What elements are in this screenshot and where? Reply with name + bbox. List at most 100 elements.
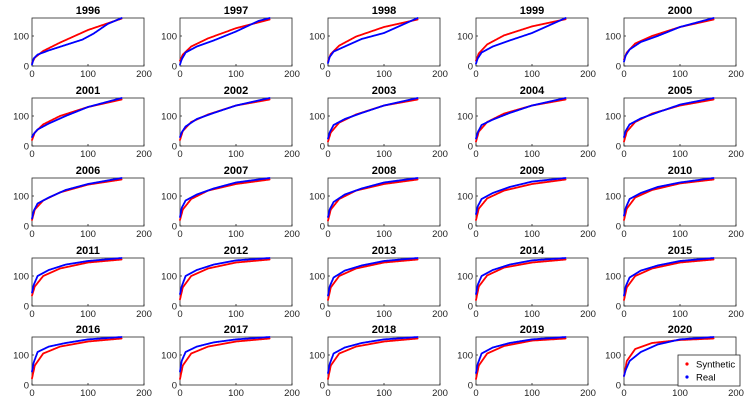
x-tick-label: 0	[177, 149, 182, 160]
panel-1996: 1996 0 100 200 0 100	[13, 5, 152, 80]
plot-area	[31, 257, 145, 307]
x-tick-label: 0	[621, 149, 626, 160]
plot-area	[31, 336, 145, 386]
x-tick-label: 0	[473, 229, 478, 240]
series-line-real	[327, 177, 419, 218]
series-line-real	[327, 336, 419, 374]
panel-title: 2000	[668, 5, 692, 17]
panel-title: 2014	[520, 245, 545, 257]
series-line-real	[623, 257, 715, 297]
panel-title: 2007	[224, 165, 248, 177]
series-line-real	[475, 97, 567, 140]
panel-2015: 2015 0 100 200 0 100	[605, 245, 744, 320]
y-tick-label: 100	[13, 112, 29, 123]
y-tick-label: 0	[24, 381, 29, 392]
x-tick-label: 0	[29, 309, 34, 320]
panel-2001: 2001 0 100 200 0 100	[13, 85, 152, 160]
x-tick-label: 100	[376, 149, 392, 160]
x-tick-label: 0	[177, 309, 182, 320]
panel-2005: 2005 0 100 200 0 100	[605, 85, 744, 160]
x-tick-label: 200	[136, 388, 152, 399]
panel-2012: 2012 0 100 200 0 100	[161, 245, 300, 320]
panel-title: 2002	[224, 85, 248, 97]
x-tick-label: 0	[621, 229, 626, 240]
plot-area	[475, 257, 589, 307]
panel-1997: 1997 0 100 200 0 100	[161, 5, 300, 80]
x-tick-label: 0	[325, 69, 330, 80]
x-tick-label: 100	[672, 149, 688, 160]
series-line-real	[327, 257, 419, 297]
y-tick-label: 100	[457, 351, 473, 362]
y-tick-label: 0	[468, 302, 473, 313]
x-tick-label: 200	[284, 149, 300, 160]
x-tick-label: 100	[228, 229, 244, 240]
panel-title: 2017	[224, 324, 248, 336]
x-tick-label: 200	[432, 388, 448, 399]
y-tick-label: 100	[457, 32, 473, 43]
panel-2003: 2003 0 100 200 0 100	[309, 85, 448, 160]
legend-marker-synthetic	[685, 362, 689, 366]
panel-1998: 1998 0 100 200 0 100	[309, 5, 448, 80]
y-tick-label: 0	[172, 62, 177, 73]
series-line-real	[31, 257, 123, 294]
x-tick-label: 200	[728, 309, 744, 320]
panel-title: 2004	[520, 85, 545, 97]
series-line-real	[475, 257, 567, 295]
panel-2019: 2019 0 100 200 0 100	[457, 324, 596, 399]
series-line-synthetic	[179, 258, 271, 301]
panel-title: 1999	[520, 5, 544, 17]
x-tick-label: 0	[29, 388, 34, 399]
plot-area	[623, 257, 737, 307]
series-line-real	[179, 97, 271, 138]
x-tick-label: 200	[136, 229, 152, 240]
y-tick-label: 0	[616, 381, 621, 392]
series-line-synthetic	[327, 178, 419, 222]
series-line-synthetic	[623, 178, 715, 221]
panel-title: 2019	[520, 324, 544, 336]
panel-title: 2008	[372, 165, 396, 177]
series-line-real	[179, 336, 271, 373]
series-line-synthetic	[475, 337, 567, 380]
x-tick-label: 100	[672, 388, 688, 399]
series-line-synthetic	[31, 258, 123, 297]
series-line-real	[623, 17, 715, 63]
x-tick-label: 200	[136, 149, 152, 160]
panel-title: 2018	[372, 324, 396, 336]
series-line-real	[475, 177, 567, 215]
x-tick-label: 0	[177, 69, 182, 80]
panel-title: 2012	[224, 245, 248, 257]
y-tick-label: 0	[320, 381, 325, 392]
y-tick-label: 0	[24, 302, 29, 313]
series-line-real	[179, 257, 271, 295]
plot-area	[327, 177, 441, 227]
series-line-real	[31, 97, 123, 138]
x-tick-label: 100	[80, 388, 96, 399]
legend-label-real: Real	[696, 373, 716, 384]
panel-title: 2020	[668, 324, 692, 336]
y-tick-label: 100	[605, 351, 621, 362]
y-tick-label: 100	[605, 112, 621, 123]
x-tick-label: 0	[473, 309, 478, 320]
series-line-real	[179, 177, 271, 218]
y-tick-label: 0	[616, 62, 621, 73]
plot-area	[623, 177, 737, 227]
panel-2007: 2007 0 100 200 0 100	[161, 165, 300, 240]
panel-title: 2001	[76, 85, 100, 97]
y-tick-label: 0	[616, 302, 621, 313]
y-tick-label: 100	[457, 272, 473, 283]
y-tick-label: 100	[457, 112, 473, 123]
x-tick-label: 100	[376, 309, 392, 320]
x-tick-label: 100	[672, 229, 688, 240]
x-tick-label: 0	[621, 69, 626, 80]
y-tick-label: 0	[320, 222, 325, 233]
panel-title: 2010	[668, 165, 692, 177]
plot-area	[31, 177, 145, 227]
y-tick-label: 0	[320, 142, 325, 153]
series-line-synthetic	[31, 337, 123, 380]
legend-label-synthetic: Synthetic	[696, 360, 735, 371]
x-tick-label: 200	[580, 229, 596, 240]
x-tick-label: 200	[136, 309, 152, 320]
y-tick-label: 0	[468, 222, 473, 233]
panel-title: 1997	[224, 5, 248, 17]
